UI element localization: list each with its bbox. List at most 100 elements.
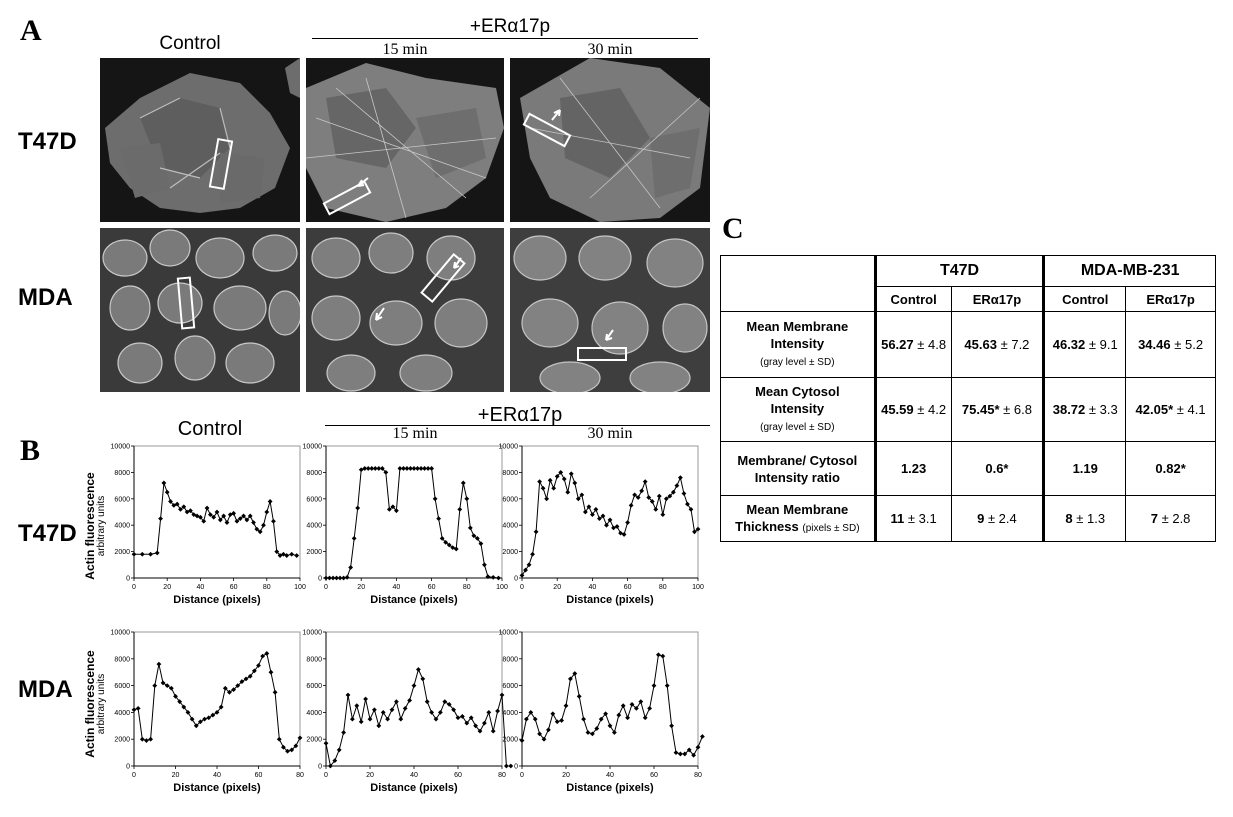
data-point bbox=[621, 532, 627, 537]
chart-t47d-control: 0 2000 4000 6000 8000 10000 0 20 40 60 80 100 Distan… bbox=[108, 438, 308, 616]
y-tick-label: 6000 bbox=[114, 496, 130, 503]
data-point bbox=[639, 488, 645, 494]
data-point bbox=[272, 689, 278, 695]
chart-mda-control: 0 2000 4000 6000 8000 10000 0 20 40 60 80 Distance … bbox=[108, 624, 308, 804]
table-subhead-control: Control bbox=[874, 286, 952, 312]
data-point bbox=[257, 529, 263, 535]
y-tick-label: 2000 bbox=[502, 737, 518, 744]
data-point bbox=[254, 526, 260, 532]
data-point bbox=[432, 496, 438, 502]
y-tick-label: 6000 bbox=[306, 683, 322, 690]
data-point bbox=[460, 714, 465, 719]
y-tick-label: 10000 bbox=[303, 444, 323, 451]
cell-error: ± 3.3 bbox=[1088, 402, 1118, 417]
panel-a-row-mda: MDA bbox=[18, 284, 73, 311]
data-point bbox=[540, 485, 546, 491]
table-cell: 34.46 ± 5.2 bbox=[1125, 311, 1216, 378]
x-tick-label: 20 bbox=[366, 772, 374, 779]
table-cell: 0.6* bbox=[950, 441, 1045, 496]
data-point bbox=[385, 716, 390, 722]
data-point bbox=[214, 710, 220, 715]
micrograph-mda-30min bbox=[510, 228, 710, 392]
data-point bbox=[451, 707, 456, 713]
data-point bbox=[450, 545, 456, 551]
data-point bbox=[358, 467, 364, 473]
data-point bbox=[523, 567, 528, 573]
panel-a-col-group: +ERα17p bbox=[469, 16, 551, 37]
y-tick-label: 6000 bbox=[306, 496, 322, 503]
data-point bbox=[372, 466, 378, 471]
data-point bbox=[620, 703, 626, 709]
y-tick-label: 0 bbox=[126, 576, 130, 583]
data-point bbox=[178, 506, 183, 512]
data-point bbox=[616, 712, 622, 718]
data-point bbox=[185, 710, 191, 715]
data-point bbox=[558, 470, 564, 475]
quantification-table: T47D MDA-MB-231 Control ERα17p Control E… bbox=[720, 255, 1216, 542]
data-point bbox=[496, 575, 501, 581]
micrograph-t47d-control bbox=[100, 58, 300, 222]
data-point bbox=[551, 485, 557, 491]
data-point bbox=[380, 710, 386, 715]
data-point bbox=[284, 553, 290, 558]
data-point bbox=[651, 683, 657, 688]
data-point bbox=[695, 744, 701, 750]
data-point bbox=[653, 506, 659, 512]
data-point bbox=[274, 549, 280, 554]
data-point bbox=[328, 763, 333, 769]
data-point bbox=[433, 716, 439, 722]
panel-a-letter: A bbox=[20, 14, 42, 47]
y-tick-label: 8000 bbox=[114, 656, 130, 663]
data-point bbox=[177, 699, 183, 705]
data-point bbox=[429, 710, 434, 715]
data-point bbox=[568, 676, 573, 682]
y-tick-label: 4000 bbox=[502, 710, 518, 717]
x-tick-label: 80 bbox=[694, 772, 702, 779]
series-line bbox=[521, 471, 699, 576]
y-tick-label: 10000 bbox=[111, 630, 131, 637]
data-point bbox=[344, 574, 350, 580]
data-point bbox=[519, 572, 525, 578]
x-tick-label: 100 bbox=[496, 584, 508, 591]
data-point bbox=[362, 466, 368, 471]
data-point bbox=[181, 504, 187, 510]
data-point bbox=[691, 752, 696, 758]
y-tick-label: 0 bbox=[318, 764, 322, 771]
cell-value: 0.6* bbox=[985, 461, 1009, 476]
data-point bbox=[389, 707, 395, 713]
data-point bbox=[478, 541, 484, 547]
data-point bbox=[670, 489, 676, 495]
x-axis-title: Distance (pixels) bbox=[173, 594, 261, 606]
series-line bbox=[134, 482, 297, 557]
y-tick-label: 6000 bbox=[502, 496, 518, 503]
cell-value: 45.59 bbox=[881, 402, 914, 417]
x-tick-label: 20 bbox=[562, 772, 570, 779]
arrow-icon bbox=[605, 329, 614, 341]
panel-b-col-30: 30 min bbox=[587, 425, 633, 442]
data-point bbox=[425, 466, 431, 471]
arrow-icon bbox=[357, 177, 369, 187]
data-point bbox=[530, 551, 535, 557]
plot-frame bbox=[521, 631, 699, 767]
x-axis-title: Distance (pixels) bbox=[173, 782, 261, 794]
data-point bbox=[541, 736, 547, 742]
data-point bbox=[337, 575, 343, 581]
arrow-icon bbox=[375, 307, 385, 321]
table-cell: 56.27 ± 4.8 bbox=[874, 311, 952, 378]
panel-a-col-30: 30 min bbox=[587, 41, 633, 58]
data-point bbox=[173, 693, 178, 699]
panel-c-letter: C bbox=[722, 212, 744, 245]
data-point bbox=[264, 509, 270, 515]
y-tick-label: 2000 bbox=[306, 549, 322, 556]
x-tick-label: 0 bbox=[520, 584, 524, 591]
data-point bbox=[211, 514, 217, 520]
y-tick-label: 8000 bbox=[502, 470, 518, 477]
data-point bbox=[244, 517, 250, 523]
x-tick-label: 60 bbox=[650, 772, 658, 779]
panel-c-table-wrap: T47D MDA-MB-231 Control ERα17p Control E… bbox=[720, 255, 1216, 542]
x-tick-label: 0 bbox=[132, 772, 136, 779]
x-tick-label: 40 bbox=[606, 772, 614, 779]
data-point bbox=[625, 715, 630, 721]
data-point bbox=[638, 699, 644, 705]
data-point bbox=[667, 493, 673, 499]
